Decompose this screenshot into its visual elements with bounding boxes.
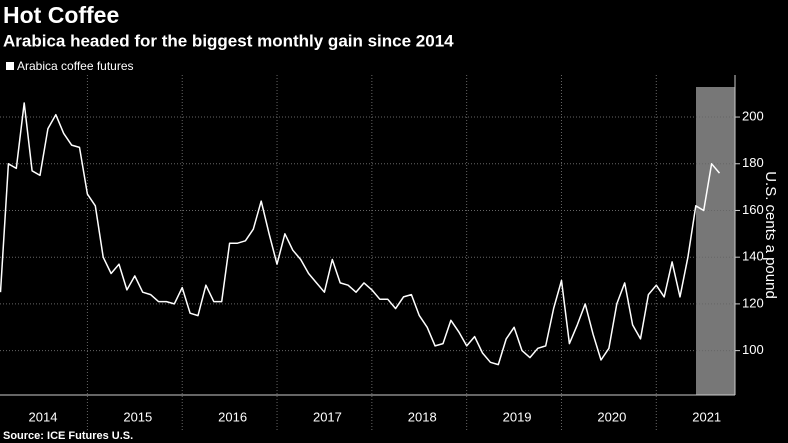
legend-label: Arabica coffee futures bbox=[17, 59, 134, 73]
x-tick-label: 2021 bbox=[692, 409, 721, 424]
legend-swatch bbox=[6, 62, 14, 70]
x-tick-label: 2018 bbox=[408, 409, 437, 424]
y-tick-label: 200 bbox=[742, 108, 764, 123]
highlight-region bbox=[696, 87, 735, 395]
x-tick-label: 2017 bbox=[313, 409, 342, 424]
y-tick-label: 160 bbox=[742, 202, 764, 217]
y-tick-label: 100 bbox=[742, 342, 764, 357]
line-series bbox=[0, 102, 721, 366]
y-tick-label: 140 bbox=[742, 249, 764, 264]
y-tick-label: 120 bbox=[742, 295, 764, 310]
chart-title: Hot Coffee bbox=[3, 2, 119, 28]
x-tick-label: 2015 bbox=[123, 409, 152, 424]
x-tick-label: 2020 bbox=[597, 409, 626, 424]
y-axis-label: U.S. cents a pound bbox=[762, 171, 779, 299]
source: Source: ICE Futures U.S. bbox=[3, 430, 133, 442]
x-tick-label: 2019 bbox=[503, 409, 532, 424]
x-tick-label: 2016 bbox=[218, 409, 247, 424]
y-tick-label: 180 bbox=[742, 155, 764, 170]
chart-subtitle: Arabica headed for the biggest monthly g… bbox=[3, 31, 454, 50]
x-tick-label: 2014 bbox=[29, 409, 58, 424]
